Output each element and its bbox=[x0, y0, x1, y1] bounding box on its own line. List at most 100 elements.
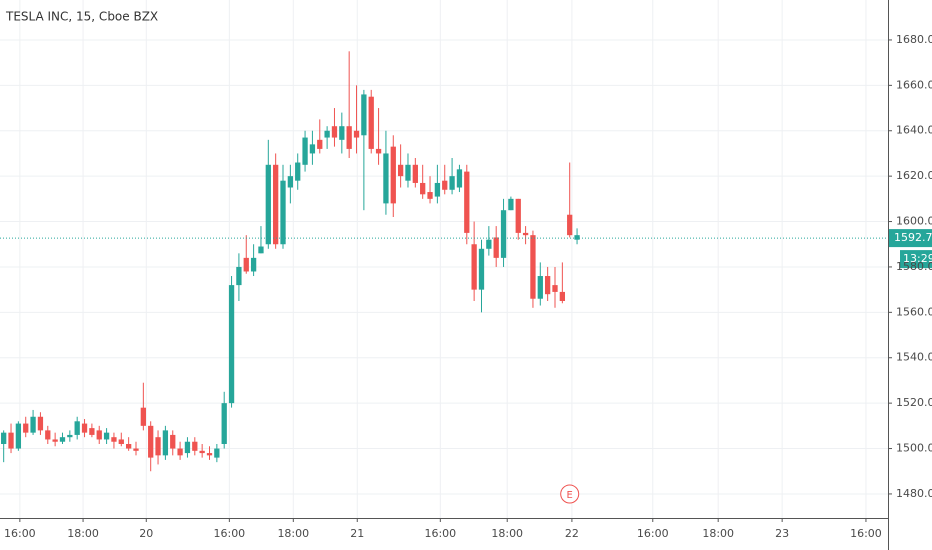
candle-body bbox=[23, 423, 29, 433]
y-tick-label: 1680.00 bbox=[896, 33, 932, 46]
countdown-label: 13:29 bbox=[903, 252, 932, 265]
candle-body bbox=[148, 425, 154, 458]
candle-body bbox=[89, 428, 95, 435]
candle-body bbox=[375, 148, 382, 154]
y-tick-label: 1660.00 bbox=[896, 78, 932, 91]
y-tick-label: 1560.00 bbox=[896, 305, 932, 318]
candle-body bbox=[412, 164, 418, 183]
candle-body bbox=[118, 439, 124, 444]
candle-body bbox=[508, 198, 514, 211]
candle-body bbox=[405, 164, 411, 181]
candle-body bbox=[530, 235, 536, 299]
candle-body bbox=[67, 434, 73, 438]
y-tick-label: 1620.00 bbox=[896, 169, 932, 182]
x-tick-label: 18:00 bbox=[491, 527, 523, 540]
y-tick-label: 1640.00 bbox=[896, 124, 932, 137]
candle-body bbox=[456, 169, 463, 188]
x-tick-label: 18:00 bbox=[277, 527, 309, 540]
candle-body bbox=[170, 434, 176, 449]
countdown-box bbox=[900, 250, 932, 269]
candle-body bbox=[515, 198, 521, 233]
candle-body bbox=[397, 164, 404, 177]
candle-body bbox=[324, 130, 330, 138]
y-tick-label: 1500.00 bbox=[896, 442, 932, 455]
last-price-label: 1592.71 bbox=[894, 231, 932, 244]
candle-body bbox=[221, 403, 227, 444]
candle-body bbox=[317, 139, 323, 149]
candle-body bbox=[368, 96, 374, 149]
x-tick-label: 18:00 bbox=[702, 527, 734, 540]
candle-body bbox=[155, 437, 161, 456]
candle-body bbox=[339, 126, 345, 140]
candle-body bbox=[162, 430, 169, 456]
candle-body bbox=[214, 448, 220, 458]
x-tick-label: 16:00 bbox=[637, 527, 669, 540]
y-tick-label: 1600.00 bbox=[896, 215, 932, 228]
grid-layer bbox=[0, 0, 888, 518]
candle-body bbox=[30, 416, 36, 433]
candle-body bbox=[52, 439, 58, 442]
x-tick-label: 16:00 bbox=[424, 527, 456, 540]
candle-body bbox=[192, 441, 198, 451]
candle-body bbox=[265, 164, 271, 245]
candle-body bbox=[309, 144, 316, 154]
candle-body bbox=[383, 153, 389, 204]
candle-body bbox=[45, 430, 51, 440]
earnings-marker bbox=[560, 484, 580, 504]
y-tick-label: 1520.00 bbox=[896, 396, 932, 409]
candle-body bbox=[140, 407, 146, 426]
x-tick-label: 16:00 bbox=[213, 527, 245, 540]
candle-body bbox=[280, 180, 286, 245]
candle-body bbox=[302, 137, 308, 165]
candle-body bbox=[574, 235, 580, 240]
candle-body bbox=[464, 171, 470, 233]
overlay-layer: E 1592.71 13:29 bbox=[0, 229, 932, 504]
candle-body bbox=[111, 437, 117, 442]
candle-body bbox=[228, 285, 235, 404]
chart-title: TESLA INC, 15, Cboe BZX bbox=[5, 10, 158, 24]
candle-body bbox=[8, 432, 14, 449]
candle-body bbox=[567, 214, 573, 236]
candles-layer bbox=[1, 51, 580, 472]
y-tick-label: 1580.00 bbox=[896, 260, 932, 273]
candle-body bbox=[74, 421, 80, 435]
candle-body bbox=[522, 232, 529, 236]
earnings-marker-label: E bbox=[567, 490, 573, 501]
candle-body bbox=[500, 210, 507, 258]
candle-body bbox=[427, 192, 433, 199]
candle-body bbox=[361, 94, 367, 136]
candle-body bbox=[331, 126, 338, 138]
candle-body bbox=[287, 176, 294, 188]
candle-body bbox=[442, 180, 448, 190]
y-tick-label: 1480.00 bbox=[896, 487, 932, 500]
x-tick-label: 16:00 bbox=[4, 527, 36, 540]
candle-body bbox=[243, 257, 249, 272]
candle-body bbox=[258, 246, 264, 254]
candle-body bbox=[353, 130, 360, 138]
x-tick-label: 18:00 bbox=[67, 527, 99, 540]
candle-body bbox=[133, 448, 139, 451]
candle-body bbox=[236, 266, 242, 286]
candle-body bbox=[346, 126, 352, 149]
candle-body bbox=[1, 432, 7, 444]
candle-body bbox=[537, 276, 543, 299]
candle-body bbox=[15, 423, 22, 449]
candle-body bbox=[545, 276, 551, 295]
candle-body bbox=[273, 164, 279, 245]
candle-body bbox=[434, 182, 441, 197]
y-tick-label: 1540.00 bbox=[896, 351, 932, 364]
candle-body bbox=[390, 146, 396, 204]
candle-body bbox=[199, 450, 205, 454]
candle-body bbox=[295, 162, 301, 181]
x-tick-label: 22 bbox=[565, 527, 579, 540]
candle-body bbox=[177, 448, 183, 456]
x-tick-label: 21 bbox=[350, 527, 364, 540]
candle-body bbox=[449, 176, 455, 190]
x-tick-label: 23 bbox=[775, 527, 789, 540]
candle-body bbox=[125, 444, 132, 449]
candle-body bbox=[552, 285, 558, 292]
candle-body bbox=[81, 423, 88, 433]
last-price-box bbox=[889, 229, 932, 248]
candle-body bbox=[206, 453, 213, 456]
